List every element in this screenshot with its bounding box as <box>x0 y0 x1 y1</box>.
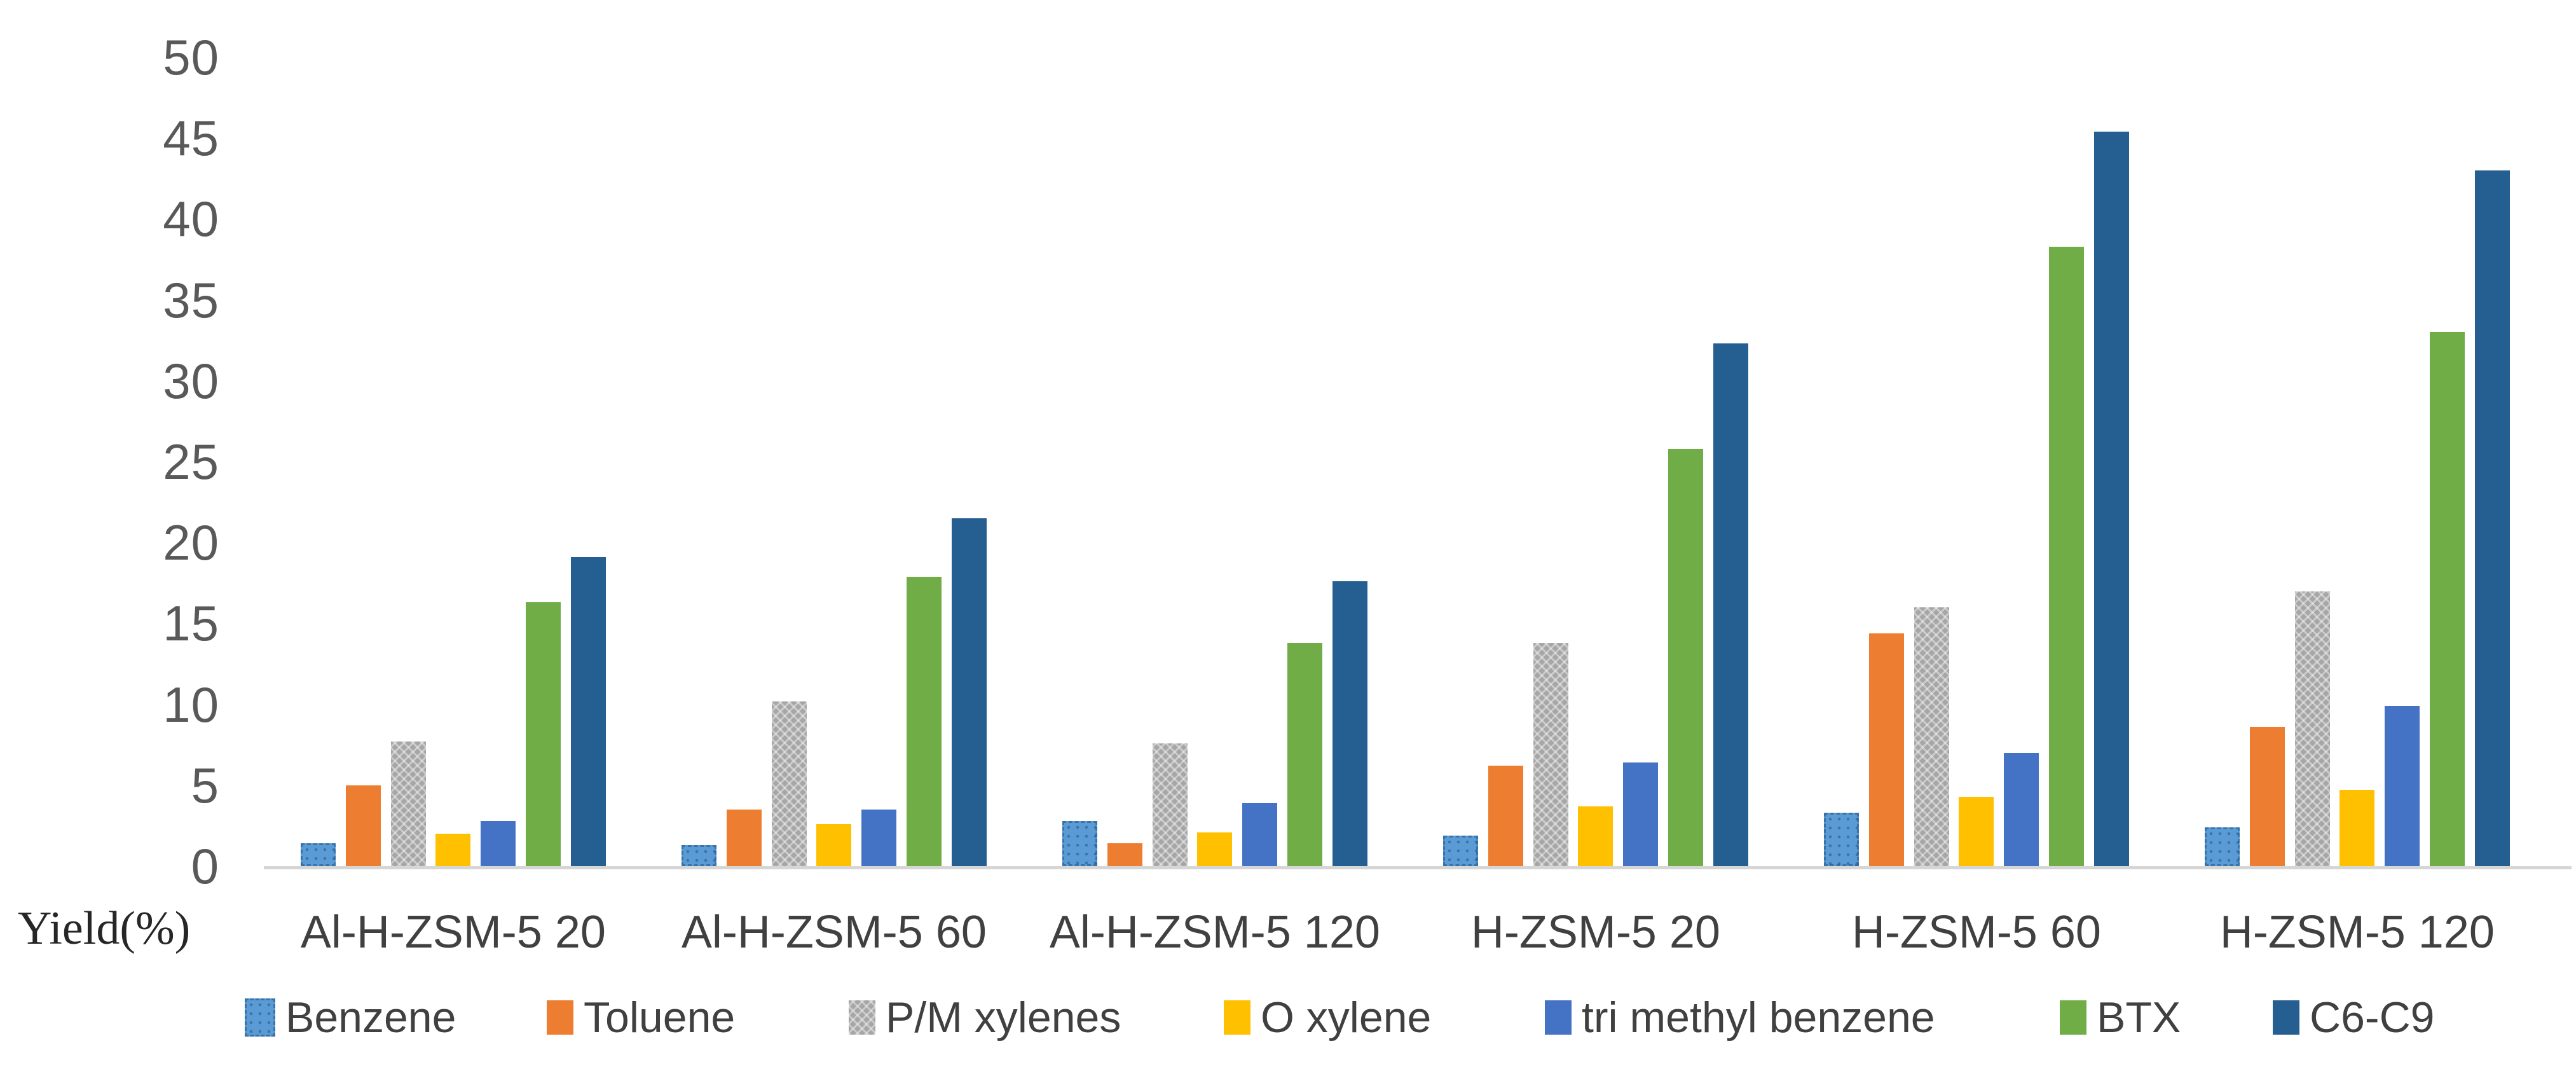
legend-item-toluene: Toluene <box>547 992 735 1043</box>
bar-btx-h-zsm-5-20 <box>1668 448 1703 866</box>
bar-tri-methyl-benzene-al-h-zsm-5-20 <box>481 820 516 866</box>
legend-item-btx: BTX <box>2060 992 2181 1043</box>
bar-p-m-xylenes-h-zsm-5-60 <box>1914 607 1949 866</box>
bar-o-xylene-h-zsm-5-120 <box>2340 790 2375 866</box>
bar-tri-methyl-benzene-al-h-zsm-5-60 <box>861 809 897 866</box>
bar-tri-methyl-benzene-h-zsm-5-20 <box>1623 762 1659 866</box>
legend-swatch-p-m-xylenes <box>849 1000 875 1035</box>
bar-benzene-al-h-zsm-5-20 <box>301 843 336 866</box>
bar-benzene-al-h-zsm-5-120 <box>1062 820 1097 866</box>
y-tick-label-0: 0 <box>191 838 219 894</box>
bar-p-m-xylenes-al-h-zsm-5-20 <box>390 741 426 866</box>
bar-toluene-h-zsm-5-120 <box>2249 727 2285 866</box>
bar-benzene-h-zsm-5-60 <box>1824 813 1859 866</box>
bar-c6-c9-al-h-zsm-5-20 <box>570 557 606 866</box>
bar-benzene-h-zsm-5-20 <box>1443 835 1478 866</box>
legend-swatch-o-xylene <box>1224 1000 1250 1035</box>
bar-c6-c9-al-h-zsm-5-60 <box>951 518 987 866</box>
y-axis-title: Yield(%) <box>18 902 191 955</box>
bar-p-m-xylenes-al-h-zsm-5-60 <box>771 701 807 866</box>
legend-label-p-m-xylenes: P/M xylenes <box>886 993 1121 1042</box>
bar-c6-c9-h-zsm-5-20 <box>1713 343 1748 866</box>
y-tick-label-35: 35 <box>163 272 219 328</box>
bar-tri-methyl-benzene-h-zsm-5-120 <box>2385 706 2420 866</box>
bar-toluene-h-zsm-5-20 <box>1488 766 1523 866</box>
bar-o-xylene-al-h-zsm-5-20 <box>435 834 471 866</box>
bar-p-m-xylenes-h-zsm-5-20 <box>1533 642 1568 866</box>
legend-item-tri-methyl-benzene: tri methyl benzene <box>1545 992 1935 1043</box>
bar-tri-methyl-benzene-h-zsm-5-60 <box>2004 752 2039 866</box>
legend-swatch-btx <box>2060 1000 2086 1035</box>
legend-swatch-c6-c9 <box>2273 1000 2299 1035</box>
legend-swatch-tri-methyl-benzene <box>1545 1000 1572 1035</box>
bar-btx-al-h-zsm-5-60 <box>907 576 942 866</box>
bar-c6-c9-al-h-zsm-5-120 <box>1332 581 1367 866</box>
y-tick-label-40: 40 <box>163 191 219 247</box>
bar-btx-al-h-zsm-5-20 <box>526 602 561 866</box>
bar-toluene-al-h-zsm-5-20 <box>345 785 381 866</box>
bar-p-m-xylenes-h-zsm-5-120 <box>2294 591 2330 866</box>
legend-label-btx: BTX <box>2097 993 2181 1042</box>
legend-swatch-toluene <box>547 1000 573 1035</box>
legend-label-benzene: Benzene <box>285 993 456 1042</box>
y-tick-label-20: 20 <box>163 514 219 571</box>
bar-benzene-h-zsm-5-120 <box>2205 827 2240 866</box>
y-tick-label-25: 25 <box>163 434 219 490</box>
legend-item-c6-c9: C6-C9 <box>2273 992 2435 1043</box>
y-tick-label-5: 5 <box>191 757 219 813</box>
y-tick-label-30: 30 <box>163 352 219 409</box>
legend-label-tri-methyl-benzene: tri methyl benzene <box>1582 993 1935 1042</box>
bar-btx-al-h-zsm-5-120 <box>1287 642 1322 866</box>
x-axis-line <box>264 866 2572 869</box>
bar-benzene-al-h-zsm-5-60 <box>682 845 716 866</box>
legend-item-o-xylene: O xylene <box>1224 992 1431 1043</box>
bar-btx-h-zsm-5-120 <box>2430 332 2465 866</box>
legend-label-c6-c9: C6-C9 <box>2310 993 2435 1042</box>
y-tick-label-15: 15 <box>163 595 219 652</box>
bar-btx-h-zsm-5-60 <box>2049 246 2084 866</box>
x-category-label-al-h-zsm-5-120: Al-H-ZSM-5 120 <box>1049 907 1380 958</box>
bar-o-xylene-al-h-zsm-5-120 <box>1197 832 1233 866</box>
bar-o-xylene-h-zsm-5-60 <box>1959 796 1994 866</box>
y-tick-label-10: 10 <box>163 676 219 733</box>
x-category-label-h-zsm-5-60: H-ZSM-5 60 <box>1851 907 2101 958</box>
x-category-label-al-h-zsm-5-60: Al-H-ZSM-5 60 <box>681 907 987 958</box>
legend-label-o-xylene: O xylene <box>1261 993 1432 1042</box>
legend-item-benzene: Benzene <box>245 992 456 1043</box>
x-category-label-h-zsm-5-20: H-ZSM-5 20 <box>1470 907 1720 958</box>
bar-toluene-al-h-zsm-5-60 <box>726 809 762 866</box>
bar-c6-c9-h-zsm-5-60 <box>2093 132 2129 866</box>
bar-tri-methyl-benzene-al-h-zsm-5-120 <box>1242 803 1278 866</box>
legend-swatch-benzene <box>245 998 275 1037</box>
legend-item-p-m-xylenes: P/M xylenes <box>849 992 1121 1043</box>
x-category-label-al-h-zsm-5-20: Al-H-ZSM-5 20 <box>300 907 606 958</box>
bar-c6-c9-h-zsm-5-120 <box>2474 170 2510 866</box>
bar-o-xylene-h-zsm-5-20 <box>1578 806 1613 866</box>
bar-toluene-h-zsm-5-60 <box>1868 633 1904 866</box>
x-category-label-h-zsm-5-120: H-ZSM-5 120 <box>2219 907 2495 958</box>
bar-toluene-al-h-zsm-5-120 <box>1107 843 1142 866</box>
bar-p-m-xylenes-al-h-zsm-5-120 <box>1152 743 1188 866</box>
y-tick-label-45: 45 <box>163 110 219 167</box>
y-tick-label-50: 50 <box>163 29 219 85</box>
bar-o-xylene-al-h-zsm-5-60 <box>816 824 852 866</box>
legend-label-toluene: Toluene <box>584 993 736 1042</box>
